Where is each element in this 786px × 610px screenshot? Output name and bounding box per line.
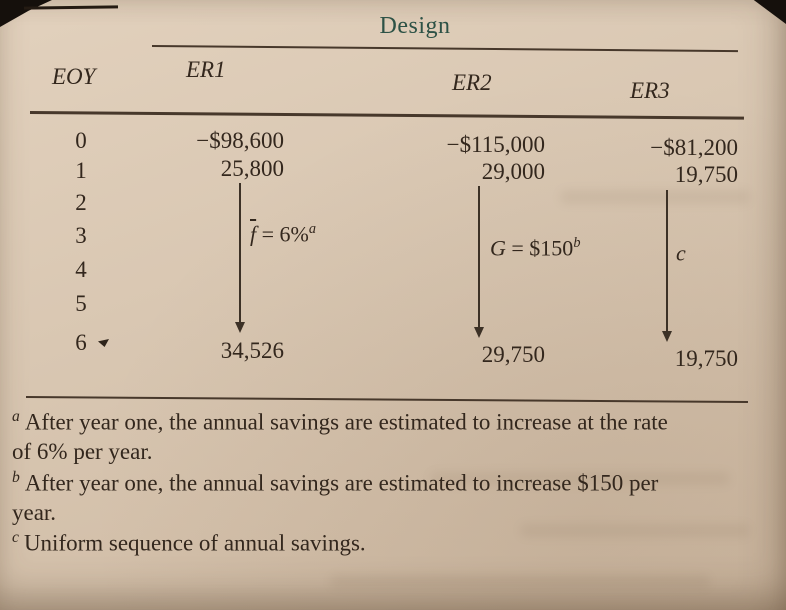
footnote-marker-a: a	[12, 408, 20, 425]
table-bottom-rule	[25, 396, 748, 404]
eoy-cell: 0	[75, 128, 87, 153]
header-rule	[29, 111, 744, 120]
fbar-symbol: f	[250, 221, 257, 247]
table-spanner-design: Design	[379, 13, 451, 39]
eoy-cell: 6	[75, 330, 87, 355]
c-symbol: c	[676, 240, 686, 266]
spanner-underline-rule	[151, 45, 738, 53]
footnote-a: a After year one, the annual savings are …	[12, 407, 672, 467]
eoy-cell: 2	[75, 190, 87, 215]
annotation-text: = 6%	[256, 221, 309, 247]
annotation-text: = $150	[505, 235, 574, 261]
footnote-reference: b	[573, 235, 581, 251]
column-header-eoy: EOY	[52, 64, 96, 89]
photo-corner-shadow-top-left	[0, 0, 52, 27]
cash-flow-value: −$81,200	[650, 135, 738, 160]
eoy-cell: 1	[75, 158, 87, 183]
column-header-er1: ER1	[186, 57, 226, 82]
footnotes-block: a After year one, the annual savings are …	[12, 407, 672, 559]
cash-flow-value: 34,526	[220, 338, 284, 363]
annotation-er2-arithmetic-gradient: G = $150b	[490, 235, 580, 261]
g-symbol: G	[490, 235, 506, 261]
cash-flow-value: 25,800	[220, 156, 284, 181]
footnote-reference: a	[308, 221, 317, 237]
cash-flow-value: 19,750	[674, 162, 738, 187]
annotation-er3-uniform: c	[676, 240, 686, 266]
bleed-through-smudge	[330, 575, 710, 588]
annotation-er1-geometric-gradient: f = 6%a	[250, 221, 316, 247]
eoy-cell: 3	[75, 223, 87, 248]
footnote-marker-c: c	[12, 529, 19, 547]
stray-pen-mark	[98, 339, 109, 347]
photo-corner-shadow-top-right	[753, 0, 786, 24]
footnote-text: After year one, the annual savings are e…	[12, 470, 659, 525]
bleed-through-smudge	[560, 190, 750, 204]
column-header-er2: ER2	[452, 70, 492, 95]
footnote-marker-b: b	[12, 468, 20, 486]
bleed-through-smudge	[520, 524, 750, 537]
cash-flow-value: 29,000	[481, 159, 545, 184]
bleed-through-smudge	[430, 472, 730, 485]
column-header-er3: ER3	[630, 78, 670, 103]
down-arrow-er1	[234, 183, 245, 333]
eoy-cell: 4	[75, 257, 87, 282]
footnote-text: After year one, the annual savings are e…	[12, 409, 668, 465]
footnote-text: Uniform sequence of annual savings.	[23, 530, 366, 556]
footnote-b: b After year one, the annual savings are …	[12, 468, 672, 528]
cash-flow-value: 29,750	[481, 342, 545, 367]
cash-flow-value: −$98,600	[196, 128, 284, 153]
down-arrow-er2	[473, 186, 484, 338]
down-arrow-er3	[661, 190, 672, 342]
cash-flow-value: −$115,000	[446, 132, 545, 157]
eoy-cell: 5	[75, 291, 87, 316]
page-edge-line	[23, 5, 119, 10]
cash-flow-value: 19,750	[674, 346, 738, 371]
footnote-c: c Uniform sequence of annual savings.	[12, 528, 672, 558]
